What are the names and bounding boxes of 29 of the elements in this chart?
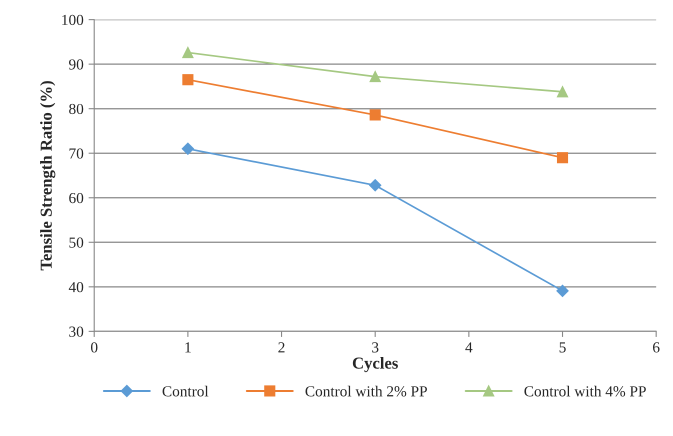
point — [370, 109, 381, 120]
y-axis-title: Tensile Strength Ratio (%) — [40, 81, 56, 270]
point — [182, 47, 194, 58]
legend-label: Control — [162, 386, 208, 396]
point — [182, 74, 194, 86]
y-tick-label: 90 — [69, 59, 84, 70]
point — [182, 142, 194, 155]
x-axis-title: Cycles — [352, 357, 398, 372]
x-tick-label: 4 — [465, 342, 472, 352]
y-tick-label: 60 — [69, 192, 84, 204]
y-tick-label: 40 — [68, 282, 84, 292]
legend-label: Control with 2% PP — [306, 386, 427, 397]
point — [370, 71, 381, 82]
x-tick-label: 2 — [278, 342, 285, 352]
x-tick-label: 0 — [90, 342, 98, 353]
point — [556, 152, 568, 164]
x-tick-label: 5 — [560, 342, 566, 353]
x-tick-label: 1 — [185, 342, 191, 352]
x-tick-label: 6 — [653, 342, 660, 353]
point — [556, 284, 569, 297]
y-tick-label: 80 — [69, 104, 84, 114]
legend-label: Control with 4% PP — [524, 386, 646, 397]
point — [556, 86, 568, 98]
y-tick-label: 50 — [69, 237, 84, 248]
point — [369, 179, 382, 192]
y-tick-label: 70 — [70, 148, 84, 159]
x-tick-label: 3 — [372, 342, 378, 353]
y-tick-label: 100 — [62, 14, 84, 26]
y-tick-label: 30 — [69, 326, 84, 337]
